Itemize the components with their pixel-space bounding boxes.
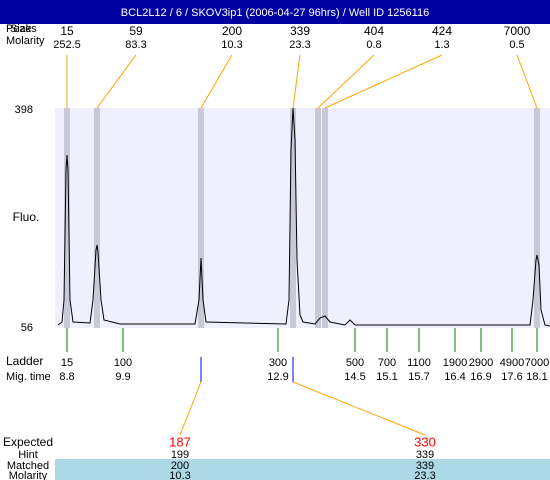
peak-band — [290, 108, 296, 328]
hint-label: Hint — [18, 449, 38, 461]
ladder-size: 2900 — [469, 357, 493, 369]
peak-band — [94, 108, 100, 328]
ladder-time: 17.6 — [501, 371, 522, 383]
peak-molarity: 252.5 — [53, 39, 81, 51]
peak-band — [198, 108, 204, 328]
ladder-size: 4900 — [500, 357, 524, 369]
header-label: Molarity — [6, 35, 45, 47]
peak-molarity: 10.3 — [221, 39, 242, 51]
expected-size: 330 — [414, 434, 436, 449]
y-top-label: 398 — [15, 104, 33, 116]
ladder-size: 300 — [269, 357, 287, 369]
peak-band — [315, 108, 321, 328]
peak-molarity: 1.3 — [434, 39, 449, 51]
header-label: Peaks — [6, 23, 37, 35]
ladder-time: 18.1 — [526, 371, 547, 383]
molarity: 23.3 — [414, 470, 435, 480]
ladder-time: 12.9 — [267, 371, 288, 383]
ladder-time: 15.7 — [408, 371, 429, 383]
ladder-size: 700 — [378, 357, 396, 369]
peak-connector — [200, 54, 233, 109]
title-bar — [0, 0, 550, 24]
hint: 339 — [416, 449, 434, 461]
expected-size: 187 — [169, 434, 191, 449]
expected-connector — [292, 381, 426, 436]
trace — [57, 107, 550, 327]
peak-size: 7000 — [504, 24, 531, 38]
ladder-size: 100 — [114, 357, 132, 369]
peak-size: 424 — [432, 24, 452, 38]
peak-connector — [516, 54, 538, 109]
hint: 199 — [171, 449, 189, 461]
ladder-time: 9.9 — [115, 371, 130, 383]
peak-size: 339 — [290, 24, 310, 38]
peak-size: 15 — [60, 24, 74, 38]
plot-area — [55, 108, 550, 328]
peak-size: 59 — [129, 24, 143, 38]
y-axis-label: Fluo. — [13, 210, 40, 224]
peak-size: 404 — [364, 24, 384, 38]
peak-connector — [96, 54, 137, 109]
ladder-size: 1900 — [443, 357, 467, 369]
molarity-label: Molarity — [9, 470, 48, 480]
peak-molarity: 23.3 — [289, 39, 310, 51]
molarity: 10.3 — [169, 470, 190, 480]
matched: 339 — [416, 460, 434, 472]
ladder-size: 1100 — [407, 357, 431, 369]
peak-connector — [324, 54, 443, 109]
ladder-label: Ladder — [6, 354, 43, 368]
peak-connector — [292, 54, 301, 109]
peak-band — [64, 108, 70, 328]
y-bottom-label: 56 — [21, 322, 33, 334]
ladder-time: 14.5 — [344, 371, 365, 383]
peak-band — [322, 108, 328, 328]
peak-molarity: 83.3 — [125, 39, 146, 51]
ladder-size: 7000 — [525, 357, 549, 369]
ladder-size: 500 — [346, 357, 364, 369]
peak-size: 200 — [222, 24, 242, 38]
ladder-size: 15 — [61, 357, 73, 369]
time-label: Mig. time — [6, 371, 51, 383]
ladder-time: 15.1 — [376, 371, 397, 383]
matched-band — [55, 459, 550, 480]
title: BCL2L12 / 6 / SKOV3ip1 (2006-04-27 96hrs… — [121, 7, 429, 19]
ladder-time: 16.4 — [444, 371, 465, 383]
peak-connector — [317, 54, 375, 109]
matched: 200 — [171, 460, 189, 472]
expected-label: Expected — [3, 435, 53, 449]
ladder-time: 16.9 — [470, 371, 491, 383]
expected-connector — [179, 381, 202, 436]
ladder-time: 8.8 — [59, 371, 74, 383]
peak-molarity: 0.5 — [509, 39, 524, 51]
peak-band — [534, 108, 540, 328]
matched-label: Matched — [7, 460, 49, 472]
header-label: Size — [10, 23, 31, 35]
peak-molarity: 0.8 — [366, 39, 381, 51]
